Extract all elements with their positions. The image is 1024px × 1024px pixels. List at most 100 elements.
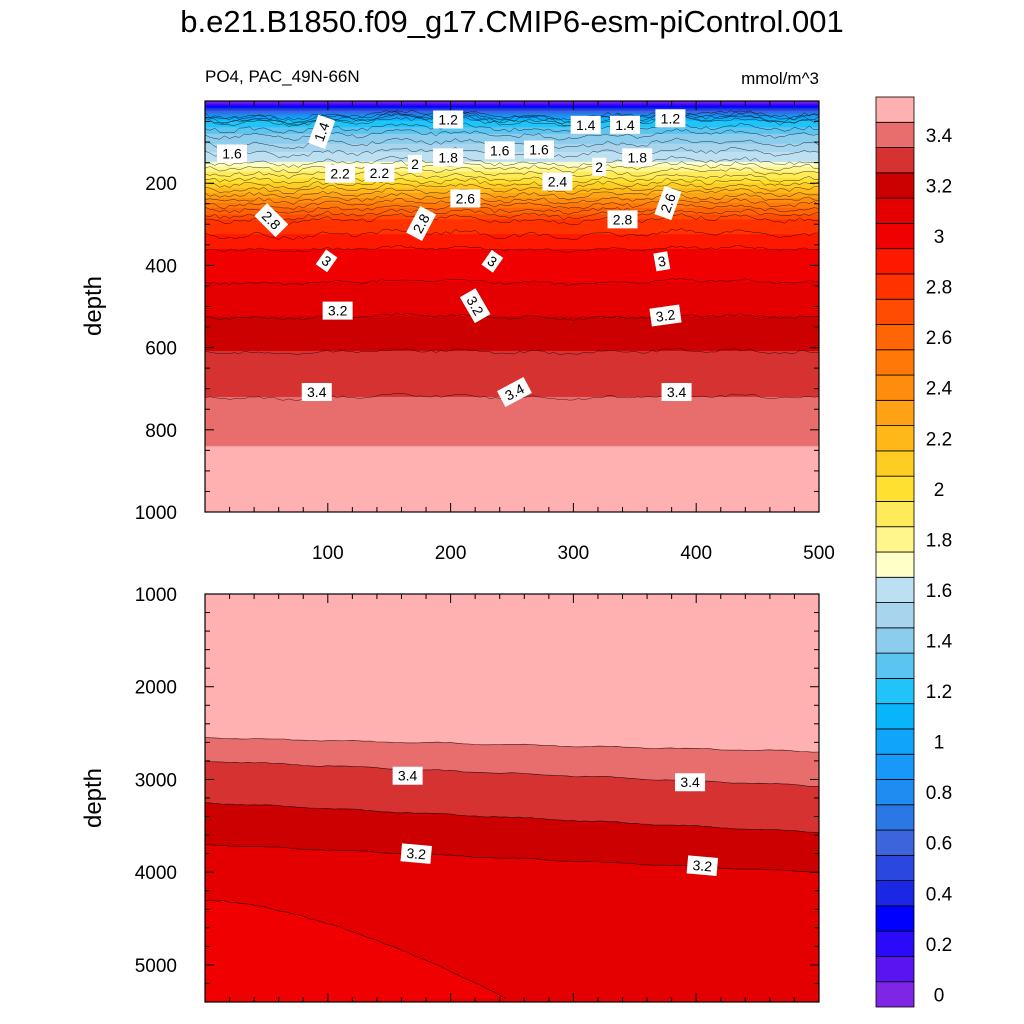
upper-depth-band — [205, 275, 819, 278]
upper-depth-band — [205, 319, 819, 322]
label-text: 1.4 — [311, 120, 333, 144]
colorbar-swatch — [875, 728, 915, 755]
upper-depth-band — [205, 201, 819, 204]
upper-depth-band — [205, 217, 819, 220]
upper-depth-band — [205, 405, 819, 408]
upper-depth-band — [205, 204, 819, 207]
upper-depth-band — [205, 293, 819, 296]
upper-depth-band — [205, 444, 819, 447]
upper-contour-line — [205, 208, 819, 221]
upper-depth-band — [205, 224, 819, 227]
upper-depth-band — [205, 416, 819, 419]
lower-contour-line — [205, 899, 507, 999]
upper-depth-band — [205, 497, 819, 500]
upper-contour-label: 3 — [315, 249, 338, 273]
upper-depth-band — [205, 112, 819, 115]
upper-depth-band — [205, 174, 819, 178]
label-text: 3.2 — [406, 845, 427, 863]
upper-depth-band — [205, 502, 819, 505]
label-text: 1.4 — [615, 117, 635, 133]
colorbar-swatch — [875, 425, 915, 452]
label-box — [653, 251, 671, 272]
upper-contour-label: 2.2 — [364, 163, 395, 182]
upper-depth-band — [205, 459, 819, 462]
upper-depth-band — [205, 191, 819, 194]
label-box — [607, 210, 638, 229]
label-text: 2 — [595, 159, 603, 175]
label-box — [459, 288, 491, 324]
label-box — [675, 773, 706, 792]
upper-contour-label: 1.6 — [524, 140, 555, 159]
label-box — [570, 115, 601, 134]
colorbar-swatch — [875, 703, 915, 730]
lower-band — [205, 900, 506, 1002]
upper-depth-band — [205, 480, 819, 484]
upper-depth-band — [205, 426, 819, 429]
upper-contour-label: 3.4 — [301, 382, 332, 401]
upper-depth-band — [205, 490, 819, 493]
upper-depth-band — [205, 170, 819, 173]
upper-depth-band — [205, 262, 819, 265]
upper-depth-band — [205, 380, 819, 383]
upper-depth-band — [205, 107, 819, 110]
upper-depth-band — [205, 294, 819, 298]
upper-contour-line — [205, 155, 819, 169]
upper-depth-band — [205, 242, 819, 245]
upper-depth-band — [205, 211, 819, 214]
upper-depth-band — [205, 288, 819, 291]
colorbar-swatch — [875, 374, 915, 401]
upper-depth-band — [205, 449, 819, 452]
upper-depth-band — [205, 257, 819, 260]
colorbar-tick-label: 0.6 — [926, 834, 952, 855]
label-box — [622, 148, 653, 167]
colorbar-swatch — [875, 652, 915, 679]
upper-depth-band — [205, 457, 819, 460]
colorbar-swatch — [875, 956, 915, 983]
upper-depth-band — [205, 342, 819, 345]
upper-depth-band — [205, 124, 819, 127]
colorbar-swatch — [875, 551, 915, 578]
upper-depth-band — [205, 196, 819, 199]
upper-depth-band — [205, 181, 819, 184]
upper-depth-band — [205, 127, 819, 130]
upper-depth-band — [205, 214, 819, 217]
upper-depth-band — [205, 403, 819, 406]
label-box — [433, 148, 464, 167]
upper-depth-band — [205, 467, 819, 470]
label-text: 3.4 — [680, 774, 700, 790]
upper-depth-band — [205, 447, 819, 451]
label-box — [484, 141, 515, 160]
upper-depth-band — [205, 378, 819, 382]
upper-depth-band — [205, 347, 819, 350]
x-tick-label: 300 — [558, 543, 590, 564]
colorbar-tick-label: 2.8 — [926, 278, 952, 299]
upper-depth-band — [205, 314, 819, 317]
label-box — [217, 144, 248, 163]
upper-depth-band — [205, 461, 819, 464]
upper-depth-band — [205, 421, 819, 424]
upper-contour-label: 2.6 — [654, 185, 682, 221]
upper-depth-band — [205, 419, 819, 423]
label-box — [655, 109, 686, 128]
upper-depth-band — [205, 252, 819, 255]
y-tick-label: 2000 — [135, 678, 177, 699]
upper-contour-label: 1.4 — [308, 114, 336, 149]
upper-depth-band — [205, 296, 819, 299]
upper-depth-band — [205, 472, 819, 475]
upper-contour-line — [205, 122, 819, 134]
upper-contour-label: 1.2 — [655, 109, 686, 128]
upper-depth-band — [205, 324, 819, 327]
upper-depth-band — [205, 267, 819, 270]
label-text: 3 — [657, 253, 668, 270]
label-text: 3.2 — [692, 857, 713, 875]
label-text: 2 — [411, 156, 419, 172]
colorbar-swatch — [875, 147, 915, 174]
upper-depth-band — [205, 244, 819, 247]
upper-depth-band — [205, 375, 819, 378]
upper-depth-band — [205, 271, 819, 275]
upper-depth-band — [205, 165, 819, 168]
upper-depth-band — [205, 115, 819, 119]
upper-depth-band — [205, 206, 819, 209]
y-tick-label: 3000 — [135, 770, 177, 791]
